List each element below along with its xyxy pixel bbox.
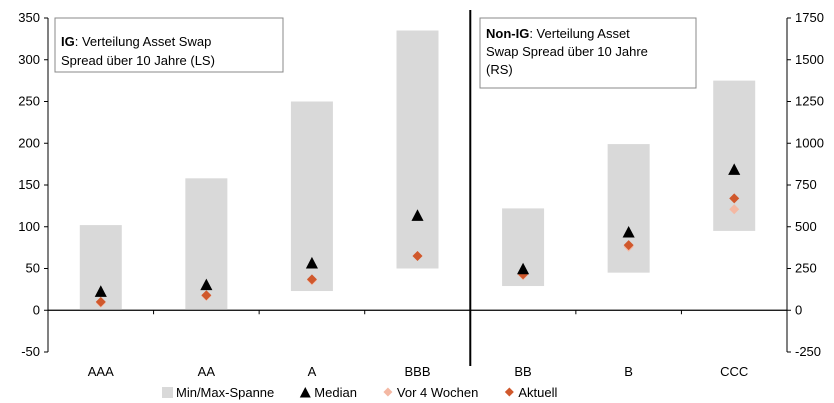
left-axis-tick-label: 50 xyxy=(26,261,40,276)
range-bar xyxy=(396,30,439,269)
ig-annotation-line2: Spread über 10 Jahre (LS) xyxy=(61,53,215,68)
legend: Min/Max-Spanne Median Vor 4 Wochen Aktuell xyxy=(162,385,557,400)
non-ig-annotation-rest: : Verteilung Asset xyxy=(529,26,630,41)
median-marker xyxy=(305,256,318,269)
vor-4-wochen-marker xyxy=(729,204,740,215)
legend-item: Median xyxy=(299,385,357,400)
category-label: BBB xyxy=(404,364,430,379)
left-axis-tick-label: 150 xyxy=(18,177,40,192)
category-label: CCC xyxy=(720,364,748,379)
legend-label: Min/Max-Spanne xyxy=(176,385,274,400)
left-axis-tick-label: 300 xyxy=(18,52,40,67)
median-marker xyxy=(622,225,635,238)
legend-label: Aktuell xyxy=(518,385,557,400)
aktuell-marker xyxy=(412,250,423,261)
non-ig-annotation-line3: (RS) xyxy=(486,62,513,77)
range-bars xyxy=(48,30,787,311)
legend-item: Aktuell xyxy=(504,385,557,400)
right-axis-tick-label: 1250 xyxy=(795,94,824,109)
legend-swatch-median xyxy=(299,387,311,398)
legend-label: Median xyxy=(314,385,357,400)
range-bar xyxy=(607,144,650,273)
right-axis-tick-label: 1000 xyxy=(795,135,824,150)
non-ig-annotation-frame xyxy=(479,17,697,89)
left-axis-tick-label: 100 xyxy=(18,219,40,234)
category-label: AA xyxy=(198,364,216,379)
markers xyxy=(94,163,741,308)
category-label: AAA xyxy=(88,364,114,379)
category-label: A xyxy=(308,364,317,379)
non-ig-annotation-bold: Non-IG xyxy=(486,26,529,41)
legend-swatch-diamond xyxy=(383,387,393,397)
median-marker xyxy=(517,262,530,275)
right-axis-tick-label: -250 xyxy=(795,344,821,359)
right-axis-tick-label: 0 xyxy=(795,302,802,317)
left-axis-tick-label: -50 xyxy=(21,344,40,359)
left-axis-tick-label: 200 xyxy=(18,135,40,150)
right-axis-tick-label: 500 xyxy=(795,219,817,234)
ig-annotation-bold: IG xyxy=(61,34,75,49)
median-marker xyxy=(200,278,213,291)
right-axis-tick-label: 250 xyxy=(795,261,817,276)
legend-item: Vor 4 Wochen xyxy=(383,385,478,400)
legend-swatch-diamond xyxy=(504,387,514,397)
aktuell-marker xyxy=(95,296,106,307)
median-marker xyxy=(411,209,424,221)
category-label: B xyxy=(624,364,633,379)
left-axis-tick-label: 250 xyxy=(18,94,40,109)
right-axis-tick-label: 1750 xyxy=(795,10,824,25)
right-axis-tick-label: 1500 xyxy=(795,52,824,67)
right-axis-tick-label: 750 xyxy=(795,177,817,192)
legend-item: Min/Max-Spanne xyxy=(162,385,274,400)
aktuell-marker xyxy=(201,290,212,301)
left-axis-tick-label: 0 xyxy=(33,302,40,317)
ig-annotation-rest: : Verteilung Asset Swap xyxy=(75,34,212,49)
category-label: BB xyxy=(514,364,531,379)
ig-annotation-frame xyxy=(54,17,284,73)
legend-swatch-range xyxy=(162,387,173,398)
non-ig-annotation-line1: Non-IG: Verteilung Asset xyxy=(486,26,630,41)
legend-label: Vor 4 Wochen xyxy=(397,385,478,400)
ig-annotation-box: IG: Verteilung Asset Swap Spread über 10… xyxy=(54,17,284,73)
aktuell-marker xyxy=(729,193,740,204)
median-marker xyxy=(728,163,741,175)
ig-annotation-line1: IG: Verteilung Asset Swap xyxy=(61,34,211,49)
aktuell-marker xyxy=(623,240,634,251)
non-ig-annotation-box: Non-IG: Verteilung Asset Swap Spread übe… xyxy=(479,17,697,89)
left-axis-tick-label: 350 xyxy=(18,10,40,25)
axes: -50 0 50 100 150 200 250 300 350 -250 0 250 500 750 10… xyxy=(18,10,824,379)
aktuell-marker xyxy=(306,274,317,285)
median-marker xyxy=(94,285,107,297)
non-ig-annotation-line2: Swap Spread über 10 Jahre xyxy=(486,44,648,59)
